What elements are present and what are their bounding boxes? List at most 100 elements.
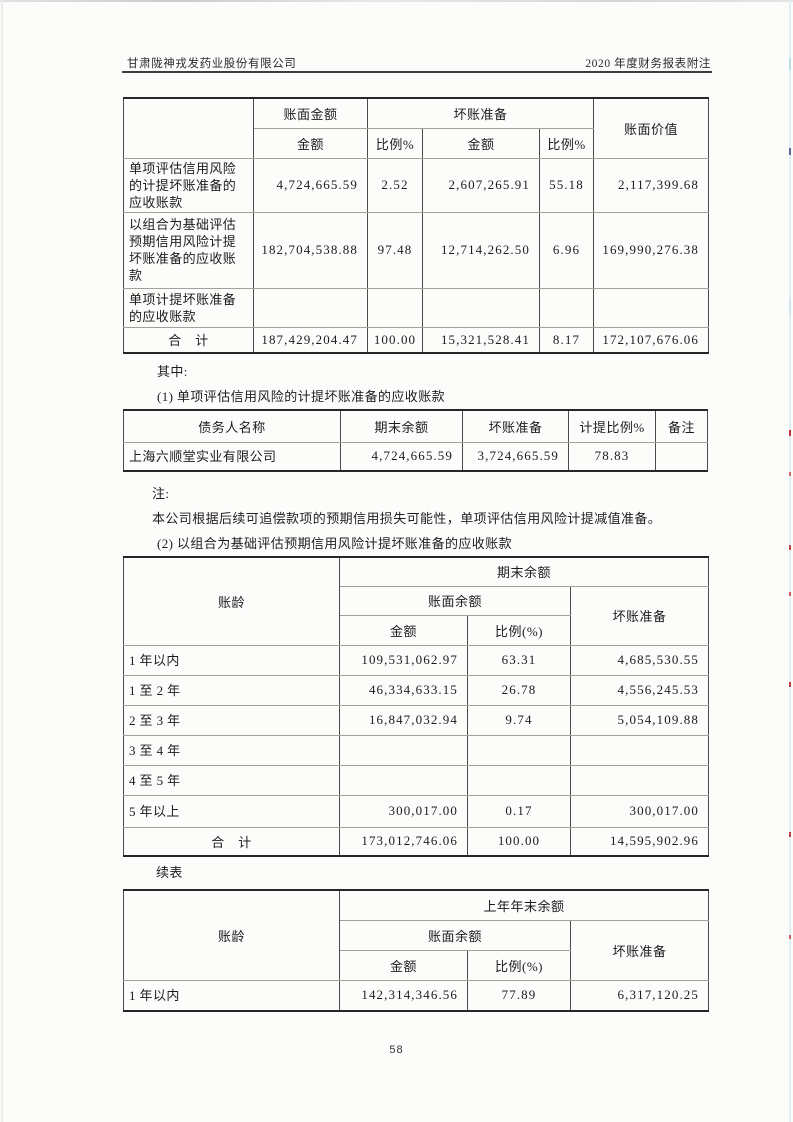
cell-amount: 16,847,032.94	[339, 704, 468, 736]
cell-bad-debt: 3,724,665.59	[462, 441, 569, 472]
scan-artifact	[789, 298, 791, 314]
cell-bad-ratio: 8.17	[539, 326, 594, 354]
cell-ratio: 26.78	[467, 674, 571, 706]
cell-ratio: 0.17	[467, 794, 571, 828]
table-row: 单项评估信用风险的计提坏账准备的应收账款 4,724,665.59 2.52 2…	[123, 157, 709, 213]
cell-ratio: 77.89	[467, 979, 571, 1012]
item1-title: (1) 单项评估信用风险的计提坏账准备的应收账款	[157, 389, 446, 404]
table-row: 4 至 5 年	[123, 764, 709, 796]
cell-aging: 3 至 4 年	[123, 734, 340, 766]
cell-bad-ratio: 55.18	[539, 157, 594, 213]
scan-artifact	[789, 58, 791, 70]
row-label: 单项评估信用风险的计提坏账准备的应收账款	[123, 157, 254, 213]
scan-artifact	[789, 935, 791, 939]
company-name-header: 甘肃陇神戎发药业股份有限公司	[127, 58, 297, 70]
table-row: 上海六顺堂实业有限公司 4,724,665.59 3,724,665.59 78…	[123, 441, 708, 472]
cell-bad-amount	[422, 287, 540, 328]
cell-ratio	[367, 287, 423, 328]
col-header-bad-debt-provision: 坏账准备	[462, 409, 569, 443]
col-header-bad-debt-provision: 坏账准备	[570, 585, 709, 646]
table-row: 2 至 3 年 16,847,032.94 9.74 5,054,109.88	[123, 704, 709, 736]
cell-aging: 1 年以内	[123, 644, 340, 676]
cell-aging: 4 至 5 年	[123, 764, 340, 796]
col-header-amount: 金额	[422, 127, 540, 159]
cell-bad-ratio	[539, 287, 594, 328]
scan-edge-top	[0, 0, 793, 2]
cell-aging: 2 至 3 年	[123, 704, 340, 736]
cell-debtor-name: 上海六顺堂实业有限公司	[123, 441, 341, 472]
blank-corner-cell	[123, 97, 254, 159]
aging-prior-year-table: 账龄 上年年末余额 账面余额 坏账准备 金额 比例(%) 1 年以内 142,3…	[123, 889, 709, 1012]
cell-amount: 109,531,062.97	[339, 644, 468, 676]
table-row: 1 年以内 142,314,346.56 77.89 6,317,120.25	[123, 979, 709, 1012]
cell-ratio: 63.31	[467, 644, 571, 676]
cell-amount: 187,429,204.47	[253, 326, 368, 354]
among-which-label: 其中:	[157, 364, 188, 379]
col-header-debtor-name: 债务人名称	[123, 409, 341, 443]
col-header-bad-debt-provision: 坏账准备	[367, 97, 594, 129]
cell-amount	[339, 734, 468, 766]
row-label-total: 合 计	[123, 826, 340, 857]
cell-bad-amount: 12,714,262.50	[422, 211, 540, 289]
scan-artifact	[789, 592, 791, 596]
col-header-amount: 金额	[339, 614, 468, 646]
cell-provision-ratio: 78.83	[568, 441, 656, 472]
cell-bad-debt: 6,317,120.25	[570, 979, 709, 1012]
table-row: 1 至 2 年 46,334,633.15 26.78 4,556,245.53	[123, 674, 709, 706]
header-rule	[122, 71, 712, 73]
scan-edge-right	[789, 0, 791, 1122]
table-total-row: 合 计 187,429,204.47 100.00 15,321,528.41 …	[123, 326, 709, 354]
cell-amount: 173,012,746.06	[339, 826, 468, 857]
table-total-row: 合 计 173,012,746.06 100.00 14,595,902.96	[123, 826, 709, 857]
row-label-total: 合 计	[123, 326, 254, 354]
table-row: 3 至 4 年	[123, 734, 709, 766]
scan-edge-left	[1, 0, 3, 1122]
cell-ratio	[467, 734, 571, 766]
report-title-header: 2020 年度财务报表附注	[585, 58, 711, 70]
cell-amount: 142,314,346.56	[339, 979, 468, 1012]
col-header-aging: 账龄	[123, 556, 340, 646]
individual-assessment-table: 债务人名称 期末余额 坏账准备 计提比例% 备注 上海六顺堂实业有限公司 4,7…	[123, 409, 708, 472]
scan-artifact	[789, 545, 791, 550]
col-header-book-value: 账面价值	[593, 97, 709, 159]
col-header-amount: 金额	[253, 127, 368, 159]
col-header-closing-balance: 期末余额	[340, 409, 463, 443]
cell-ratio: 9.74	[467, 704, 571, 736]
col-header-ratio: 比例%	[367, 127, 423, 159]
cell-bad-debt: 300,017.00	[570, 794, 709, 828]
cell-bad-debt: 14,595,902.96	[570, 826, 709, 857]
cell-bad-debt	[570, 734, 709, 766]
col-header-provision-ratio: 计提比例%	[568, 409, 656, 443]
note-text: 本公司根据后续可追偿款项的预期信用损失可能性，单项评估信用风险计提减值准备。	[152, 511, 662, 526]
scan-artifact	[789, 832, 791, 837]
scan-artifact	[789, 682, 791, 687]
col-header-ratio: 比例(%)	[467, 949, 571, 981]
cell-ratio: 100.00	[467, 826, 571, 857]
scan-artifact	[789, 430, 791, 436]
col-header-book-amount: 账面金额	[253, 97, 368, 129]
cell-amount: 46,334,633.15	[339, 674, 468, 706]
cell-book-value: 2,117,399.68	[593, 157, 709, 213]
col-header-remark: 备注	[655, 409, 708, 443]
cell-ratio	[467, 764, 571, 796]
cell-aging: 1 年以内	[123, 979, 340, 1012]
col-header-prior-year-end-balance: 上年年末余额	[339, 889, 709, 921]
cell-amount: 300,017.00	[339, 794, 468, 828]
cell-aging: 1 至 2 年	[123, 674, 340, 706]
cell-amount: 182,704,538.88	[253, 211, 368, 289]
cell-bad-debt: 4,685,530.55	[570, 644, 709, 676]
cell-bad-amount: 15,321,528.41	[422, 326, 540, 354]
cell-bad-amount: 2,607,265.91	[422, 157, 540, 213]
col-header-aging: 账龄	[123, 889, 340, 981]
cell-bad-ratio: 6.96	[539, 211, 594, 289]
row-label: 以组合为基础评估预期信用风险计提坏账准备的应收账款	[123, 211, 254, 289]
page-number: 58	[389, 1044, 404, 1056]
row-label: 单项计提坏账准备的应收账款	[123, 287, 254, 328]
cell-book-value: 169,990,276.38	[593, 211, 709, 289]
cell-ratio: 100.00	[367, 326, 423, 354]
cell-book-value: 172,107,676.06	[593, 326, 709, 354]
col-header-book-balance: 账面余额	[339, 585, 571, 616]
cell-bad-debt	[570, 764, 709, 796]
col-header-ratio: 比例(%)	[467, 614, 571, 646]
